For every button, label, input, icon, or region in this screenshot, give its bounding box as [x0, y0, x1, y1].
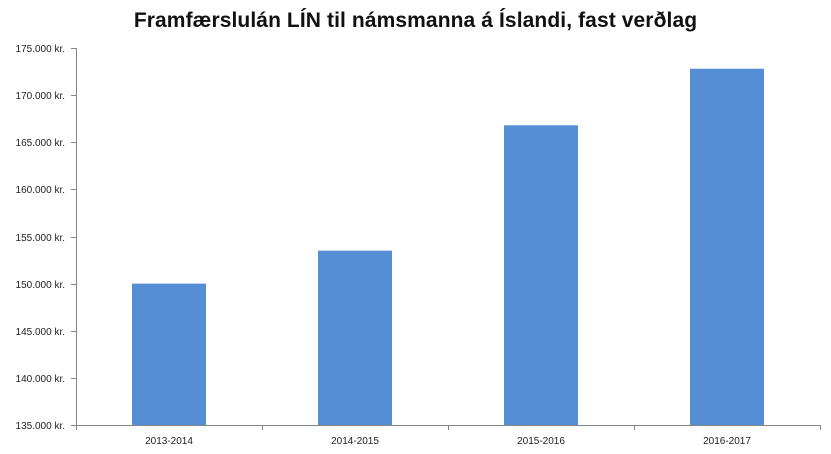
bar-2016-2017 [690, 68, 764, 426]
y-tick-label: 155.000 kr. [16, 233, 65, 244]
y-tick-label: 150.000 kr. [16, 280, 65, 291]
bar-2013-2014 [132, 283, 206, 425]
y-tick-label: 175.000 kr. [16, 44, 65, 55]
y-tick-label: 165.000 kr. [16, 138, 65, 149]
bar-2014-2015 [318, 250, 392, 425]
x-tick-label: 2015-2016 [517, 436, 565, 447]
x-tick-label: 2016-2017 [703, 436, 751, 447]
y-tick-label: 135.000 kr. [16, 421, 65, 432]
chart-title: Framfærslulán LÍN til námsmanna á Ísland… [133, 9, 698, 32]
y-tick-label: 140.000 kr. [16, 374, 65, 385]
y-axis: 135.000 kr. 140.000 kr. 145.000 kr. 150.000… [16, 44, 77, 432]
y-tick-label: 160.000 kr. [16, 185, 65, 196]
y-tick-label: 170.000 kr. [16, 91, 65, 102]
x-tick-label: 2014-2015 [331, 436, 379, 447]
y-tick-label: 145.000 kr. [16, 327, 65, 338]
bar-2015-2016 [504, 125, 578, 425]
bars [132, 68, 764, 426]
x-tick-label: 2013-2014 [145, 436, 193, 447]
x-axis: 2013-2014 2014-2015 2015-2016 2016-2017 [76, 425, 821, 447]
